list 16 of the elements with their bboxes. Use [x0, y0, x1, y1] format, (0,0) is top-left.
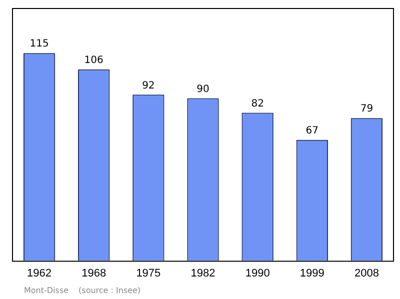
text: (source : Insee) [78, 286, 141, 295]
x-tick-label: 1982 [190, 267, 216, 280]
data-label: 90 [196, 84, 210, 95]
x-tick-label: 1999 [300, 267, 324, 280]
data-label: 106 [84, 54, 104, 66]
data-label: 92 [142, 80, 155, 92]
x-tick-label: 1975 [136, 267, 161, 280]
data-label: 82 [251, 98, 264, 110]
x-tick-label: 1968 [82, 267, 106, 280]
x-tick-label: 2008 [354, 267, 379, 280]
x-tick-label: 1990 [245, 267, 270, 280]
data-label: 115 [30, 38, 49, 50]
data-label: 79 [360, 104, 374, 115]
data-label: 67 [306, 125, 319, 136]
text: Mont-Disse [24, 286, 69, 295]
x-tick-label: 1962 [27, 267, 52, 280]
